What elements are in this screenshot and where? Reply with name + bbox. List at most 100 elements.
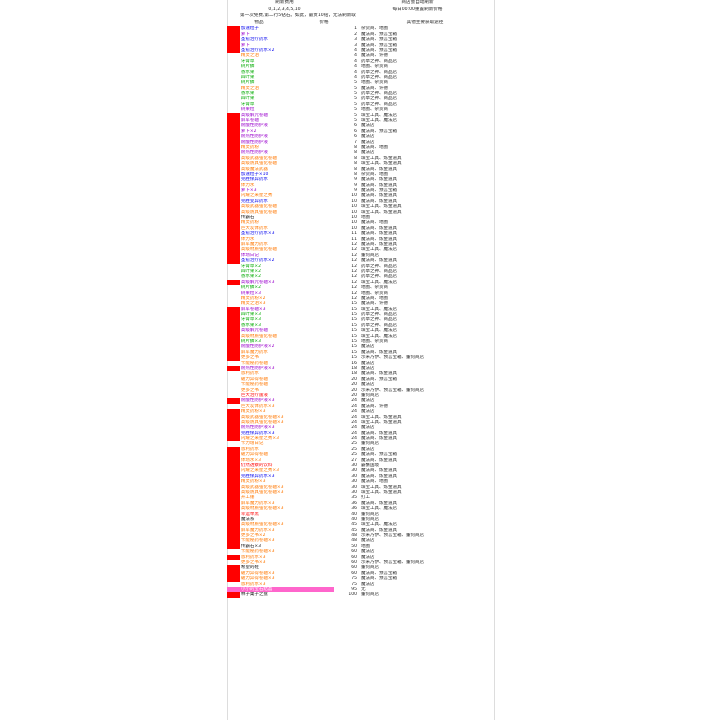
price-cell: 12 bbox=[351, 258, 358, 264]
table-row: 卡力增日记 25 董何商店 bbox=[227, 441, 493, 446]
table-row: 卡能秘药卷轴×3 60 魔法店 bbox=[227, 549, 493, 554]
price-cell: 4 bbox=[354, 58, 358, 64]
item-name-cell: 完胜保异药水×3 bbox=[240, 473, 275, 479]
row-highlight-mark bbox=[227, 322, 240, 329]
table-row: 小小的宝石结晶 95 无 bbox=[227, 587, 493, 593]
price-cell: 36 bbox=[351, 506, 358, 512]
source-cell: 药草之神、商品店 bbox=[361, 74, 398, 80]
table-row: 更多之书 15 示米乃伊、预言宝箱、董何商店 bbox=[227, 355, 493, 361]
source-cell: 魔法商、预言宝箱 bbox=[361, 47, 398, 53]
table-row: 高级材质强化卷轴×3 36 珠宝工具、魔法店 bbox=[227, 506, 493, 512]
table-row: 更多之书×2 48 示米乃伊、预言宝箱、董何商店 bbox=[227, 533, 493, 539]
source-cell: 魔法商、炼金道具 bbox=[361, 225, 398, 231]
item-name-cell: 开工锤 bbox=[240, 495, 255, 501]
price-cell: 12 bbox=[351, 268, 358, 274]
source-cell: 药草之神、商品店 bbox=[361, 274, 398, 280]
row-highlight-mark bbox=[227, 355, 240, 361]
table-row: 圣愈治疗药水×3 11 魔法商、炼金道具 bbox=[227, 231, 493, 237]
source-cell: 董何商店 bbox=[361, 511, 380, 517]
table-row: 体力水 11 魔法商、炼金道具 bbox=[227, 236, 493, 242]
source-cell: 魔法店 bbox=[361, 123, 375, 129]
item-name-cell: 加速粒子×10 bbox=[240, 171, 269, 177]
table-row: 耐热性防护液×3 18 魔法店 bbox=[227, 365, 493, 372]
row-highlight-mark bbox=[227, 123, 240, 129]
row-highlight-mark bbox=[227, 543, 240, 550]
row-highlight-mark bbox=[227, 339, 240, 345]
table-row: 闪耀之采星之秀×3 30 魔法商、炼金道具 bbox=[227, 468, 493, 474]
row-highlight-mark bbox=[227, 252, 240, 259]
item-name-cell: 精灵药粉×3 bbox=[240, 479, 266, 485]
item-name-cell: 加速粒子 bbox=[240, 26, 259, 32]
row-highlight-mark bbox=[227, 171, 240, 178]
row-highlight-mark bbox=[227, 425, 240, 431]
item-name-cell: 四叶果 bbox=[240, 96, 255, 102]
table-row: 体场日记 12 董何商店 bbox=[227, 252, 493, 259]
source-cell: 魔法商、预言宝箱 bbox=[361, 452, 398, 458]
item-name-cell: 林子菓子之盘 bbox=[240, 592, 268, 598]
table-row: 香水果×2 12 药草之神、商品店 bbox=[227, 274, 493, 279]
refresh-cost-values: 0,1,2,3,4,5,10 bbox=[268, 6, 301, 12]
table-row: 高级武器强化卷轴 8 珠宝工具、炼金道具 bbox=[227, 155, 493, 162]
price-cell: 60 bbox=[351, 549, 358, 555]
price-cell: 30 bbox=[351, 484, 358, 490]
table-row: 牙膏草×3 15 药草之神、商品店 bbox=[227, 317, 493, 323]
row-highlight-mark bbox=[227, 365, 240, 372]
source-cell: 魔法商、预言宝箱 bbox=[361, 576, 398, 582]
price-cell: 10 bbox=[351, 209, 358, 215]
source-cell: 珠宝工具、魔法店 bbox=[361, 306, 398, 312]
table-row: 传霸石 10 地图 bbox=[227, 215, 493, 221]
source-cell: 珠宝工具、炼金道具 bbox=[361, 419, 402, 425]
item-name-cell: 高级武器强化卷轴×3 bbox=[240, 414, 284, 420]
source-cell: 魔法商、预言宝箱 bbox=[361, 376, 398, 382]
item-name-cell: 四叶果×2 bbox=[240, 268, 262, 274]
row-highlight-mark bbox=[227, 220, 240, 226]
table-row: 精灵之泪 5 魔法商、许德 bbox=[227, 86, 493, 91]
row-highlight-mark bbox=[227, 511, 240, 517]
row-highlight-mark bbox=[227, 495, 240, 501]
row-highlight-mark bbox=[227, 452, 240, 458]
price-cell: 24 bbox=[351, 398, 358, 404]
table-row: 恩利药水×3 75 魔法店 bbox=[227, 582, 493, 587]
item-name-cell: 高级防具强化卷轴×3 bbox=[240, 489, 284, 495]
source-cell: 董何商店 bbox=[361, 441, 380, 447]
row-highlight-mark bbox=[227, 479, 240, 485]
price-cell: 4 bbox=[354, 53, 358, 59]
table-row: 萝卜×3 9 魔法商、预言宝箱 bbox=[227, 188, 493, 194]
price-cell: 10 bbox=[351, 193, 358, 199]
source-cell: 魔法商、炼金道具 bbox=[361, 371, 398, 377]
source-cell: 魔法商、炼金道具 bbox=[361, 457, 398, 463]
item-name-cell: 四叶果 bbox=[240, 74, 255, 80]
source-cell: 无 bbox=[361, 587, 366, 592]
table-row: 完胜保异药水×3 24 魔法商、炼金道具 bbox=[227, 430, 493, 437]
source-cell: 魔法商、许德 bbox=[361, 403, 389, 409]
table-row: 四叶果×3 15 药草之神、商品店 bbox=[227, 312, 493, 318]
price-cell: 11 bbox=[351, 231, 358, 237]
row-highlight-mark bbox=[227, 215, 240, 221]
table-row: 破力异得卷轴×3 75 魔法商、预言宝箱 bbox=[227, 576, 493, 582]
source-cell: 魔法商、预言宝箱 bbox=[361, 31, 398, 37]
item-name-cell: 高级防具强化卷轴 bbox=[240, 209, 277, 215]
row-highlight-mark bbox=[227, 328, 240, 334]
col-item-header: 物品 bbox=[254, 19, 264, 25]
source-cell: 魔法商、地图 bbox=[361, 479, 389, 485]
price-cell: 15 bbox=[351, 306, 358, 312]
source-cell: 魔法店 bbox=[361, 382, 375, 388]
source-cell: 魔法商、炼金道具 bbox=[361, 242, 398, 247]
price-cell: 30 bbox=[351, 489, 358, 495]
source-cell: 魔法店 bbox=[361, 549, 375, 555]
source-cell: 魔法商、炼金道具 bbox=[361, 468, 398, 474]
source-cell: 魔法商、地图 bbox=[361, 220, 389, 226]
price-cell: 15 bbox=[351, 322, 358, 328]
source-cell: 杂货商、地图 bbox=[361, 171, 389, 177]
item-name-cell: 更多之书 bbox=[240, 387, 259, 393]
price-cell: 12 bbox=[351, 242, 358, 247]
price-cell: 12 bbox=[351, 247, 358, 253]
item-name-cell: 闪耀之采星之秀×3 bbox=[240, 436, 280, 442]
table-row: 巨大炭体药水×3 24 魔法商、许德 bbox=[227, 404, 493, 409]
item-name-cell: 高级武器强化卷轴×3 bbox=[240, 484, 284, 490]
item-name-cell: 小小的宝石结晶 bbox=[239, 587, 335, 593]
table-row: 破力异得卷轴×3 60 魔法商、预言宝箱 bbox=[227, 570, 493, 577]
item-name-cell: 闪耀之采星之秀×3 bbox=[240, 468, 280, 474]
price-cell: 11 bbox=[351, 236, 358, 242]
row-highlight-mark bbox=[227, 592, 240, 598]
